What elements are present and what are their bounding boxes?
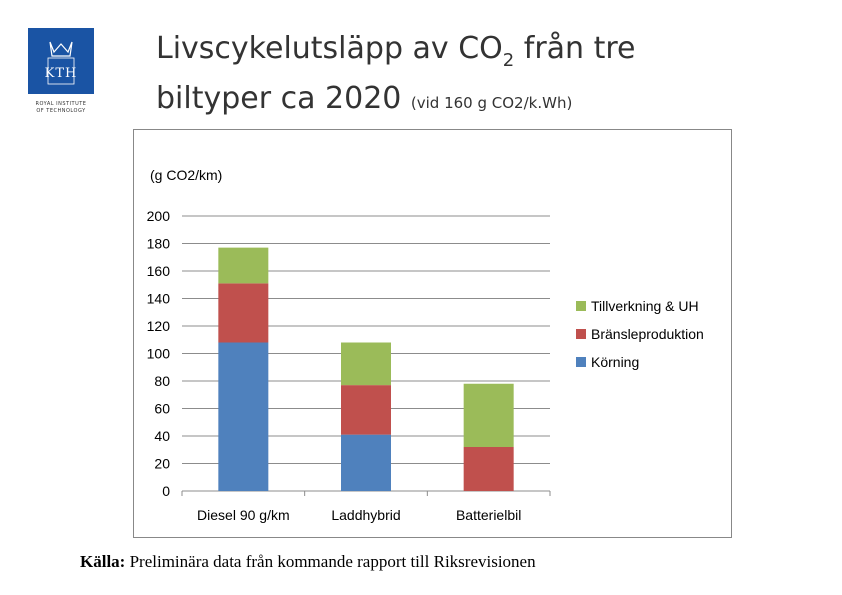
logo-caption-line2: OF TECHNOLOGY (36, 108, 86, 114)
kth-logo: KTH (28, 28, 94, 94)
title-line-2: biltyper ca 2020 (vid 160 g CO2/k.Wh) (156, 81, 573, 116)
bar-segment (341, 385, 391, 435)
bar-segment (463, 383, 514, 447)
legend-label: Tillverkning & UH (591, 298, 699, 314)
y-tick-label: 180 (147, 236, 171, 252)
y-tick-label: 120 (147, 318, 171, 334)
stacked-bar-chart: (g CO2/km) 0 20 40 60 80 100 120 140 160 180 200 Die… (147, 167, 704, 523)
bar-segment (218, 247, 269, 284)
logo-caption-line1: ROYAL INSTITUTE (35, 101, 87, 107)
x-tick-label: Batterielbil (456, 507, 521, 523)
source-note: Källa: Preliminära data från kommande ra… (80, 552, 536, 571)
y-tick-label: 200 (147, 208, 171, 224)
x-tick-label: Laddhybrid (331, 507, 400, 523)
title-note: (vid 160 g CO2/k.Wh) (410, 94, 573, 112)
y-tick-label: 20 (154, 456, 170, 472)
legend-label: Bränsleproduktion (591, 326, 704, 342)
y-tick-label: 80 (154, 373, 170, 389)
y-tick-label: 100 (147, 346, 171, 362)
legend-swatch (576, 301, 586, 311)
y-tick-label: 160 (147, 263, 171, 279)
legend-swatch (576, 357, 586, 367)
bar-segment (341, 342, 391, 386)
crown-icon (47, 41, 75, 85)
legend-swatch (576, 329, 586, 339)
y-tick-label: 140 (147, 291, 171, 307)
y-tick-label: 60 (154, 401, 170, 417)
bar-segment (341, 434, 391, 491)
y-tick-label: 40 (154, 428, 170, 444)
title-line-1: Livscykelutsläpp av CO2 från tre (156, 31, 636, 71)
slide-title: Livscykelutsläpp av CO2 från tre biltype… (156, 30, 635, 122)
bar-segment (218, 342, 269, 491)
logo-text: KTH (44, 66, 78, 81)
x-tick-label: Diesel 90 g/km (197, 507, 290, 523)
legend-label: Körning (591, 354, 639, 370)
bar-segment (218, 283, 269, 343)
chart-frame: (g CO2/km) 0 20 40 60 80 100 120 140 160 180 200 Die… (133, 129, 732, 538)
y-axis-label: (g CO2/km) (150, 167, 222, 183)
bar-segment (463, 447, 514, 491)
y-tick-label: 0 (162, 483, 170, 499)
